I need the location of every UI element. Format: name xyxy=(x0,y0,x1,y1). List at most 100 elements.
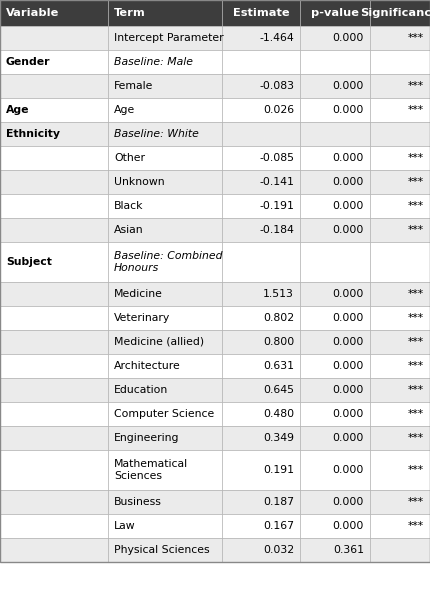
Bar xyxy=(370,170,430,194)
Text: 0.000: 0.000 xyxy=(333,81,364,91)
Bar xyxy=(0,98,108,122)
Bar xyxy=(0,426,108,450)
Text: 0.000: 0.000 xyxy=(333,385,364,395)
Bar xyxy=(370,282,430,306)
Bar xyxy=(300,242,370,282)
Text: Physical Sciences: Physical Sciences xyxy=(114,545,210,555)
Text: 0.000: 0.000 xyxy=(333,361,364,371)
Bar xyxy=(300,378,370,402)
Bar xyxy=(0,490,108,514)
Bar xyxy=(0,450,108,490)
Text: 0.000: 0.000 xyxy=(333,177,364,187)
Text: 0.187: 0.187 xyxy=(263,497,294,507)
Bar xyxy=(108,354,222,378)
Text: Medicine: Medicine xyxy=(114,289,163,299)
Bar xyxy=(370,426,430,450)
Text: 0.167: 0.167 xyxy=(263,521,294,531)
Text: 0.000: 0.000 xyxy=(333,153,364,163)
Text: 0.645: 0.645 xyxy=(263,385,294,395)
Text: Business: Business xyxy=(114,497,162,507)
Text: Computer Science: Computer Science xyxy=(114,409,214,419)
Bar xyxy=(300,490,370,514)
Text: 0.000: 0.000 xyxy=(333,289,364,299)
Bar xyxy=(300,538,370,562)
Bar xyxy=(108,450,222,490)
Bar xyxy=(300,26,370,50)
Text: ***: *** xyxy=(408,337,424,347)
Bar xyxy=(222,538,300,562)
Text: Black: Black xyxy=(114,201,144,211)
Bar xyxy=(300,330,370,354)
Bar xyxy=(0,402,108,426)
Text: 0.800: 0.800 xyxy=(263,337,294,347)
Bar xyxy=(222,282,300,306)
Bar xyxy=(0,282,108,306)
Bar xyxy=(370,50,430,74)
Bar xyxy=(370,354,430,378)
Bar xyxy=(108,426,222,450)
Bar xyxy=(108,26,222,50)
Bar xyxy=(222,378,300,402)
Bar xyxy=(300,122,370,146)
Bar xyxy=(0,514,108,538)
Text: 0.361: 0.361 xyxy=(333,545,364,555)
Text: ***: *** xyxy=(408,385,424,395)
Bar xyxy=(222,26,300,50)
Bar xyxy=(108,330,222,354)
Bar xyxy=(370,330,430,354)
Bar xyxy=(0,306,108,330)
Text: 0.000: 0.000 xyxy=(333,225,364,235)
Text: Term: Term xyxy=(114,8,146,18)
Bar xyxy=(0,378,108,402)
Bar xyxy=(0,218,108,242)
Text: Gender: Gender xyxy=(6,57,50,67)
Bar xyxy=(370,490,430,514)
Bar xyxy=(300,354,370,378)
Text: ***: *** xyxy=(408,225,424,235)
Text: Architecture: Architecture xyxy=(114,361,181,371)
Bar xyxy=(370,378,430,402)
Bar xyxy=(222,402,300,426)
Bar xyxy=(0,354,108,378)
Bar xyxy=(108,98,222,122)
Text: ***: *** xyxy=(408,81,424,91)
Text: 0.000: 0.000 xyxy=(333,409,364,419)
Bar xyxy=(300,170,370,194)
Text: Baseline: Male: Baseline: Male xyxy=(114,57,193,67)
Bar xyxy=(222,306,300,330)
Bar xyxy=(108,194,222,218)
Bar xyxy=(370,306,430,330)
Text: Asian: Asian xyxy=(114,225,144,235)
Text: 0.802: 0.802 xyxy=(263,313,294,323)
Text: 0.191: 0.191 xyxy=(263,465,294,475)
Text: 0.000: 0.000 xyxy=(333,105,364,115)
Bar xyxy=(370,402,430,426)
Text: 0.000: 0.000 xyxy=(333,465,364,475)
Bar xyxy=(108,538,222,562)
Text: -0.191: -0.191 xyxy=(259,201,294,211)
Bar xyxy=(300,402,370,426)
Bar xyxy=(370,538,430,562)
Bar xyxy=(370,122,430,146)
Bar xyxy=(370,450,430,490)
Bar xyxy=(370,98,430,122)
Bar xyxy=(300,514,370,538)
Bar xyxy=(108,50,222,74)
Text: 0.000: 0.000 xyxy=(333,497,364,507)
Text: Other: Other xyxy=(114,153,145,163)
Bar xyxy=(370,194,430,218)
Bar xyxy=(300,98,370,122)
Bar xyxy=(0,50,108,74)
Bar xyxy=(0,242,108,282)
Text: ***: *** xyxy=(408,361,424,371)
Bar xyxy=(0,330,108,354)
Text: 0.000: 0.000 xyxy=(333,201,364,211)
Bar xyxy=(108,0,222,26)
Text: -0.085: -0.085 xyxy=(259,153,294,163)
Bar xyxy=(108,282,222,306)
Text: Intercept Parameter: Intercept Parameter xyxy=(114,33,224,43)
Bar xyxy=(300,50,370,74)
Text: -1.464: -1.464 xyxy=(259,33,294,43)
Text: -0.083: -0.083 xyxy=(259,81,294,91)
Bar xyxy=(222,0,300,26)
